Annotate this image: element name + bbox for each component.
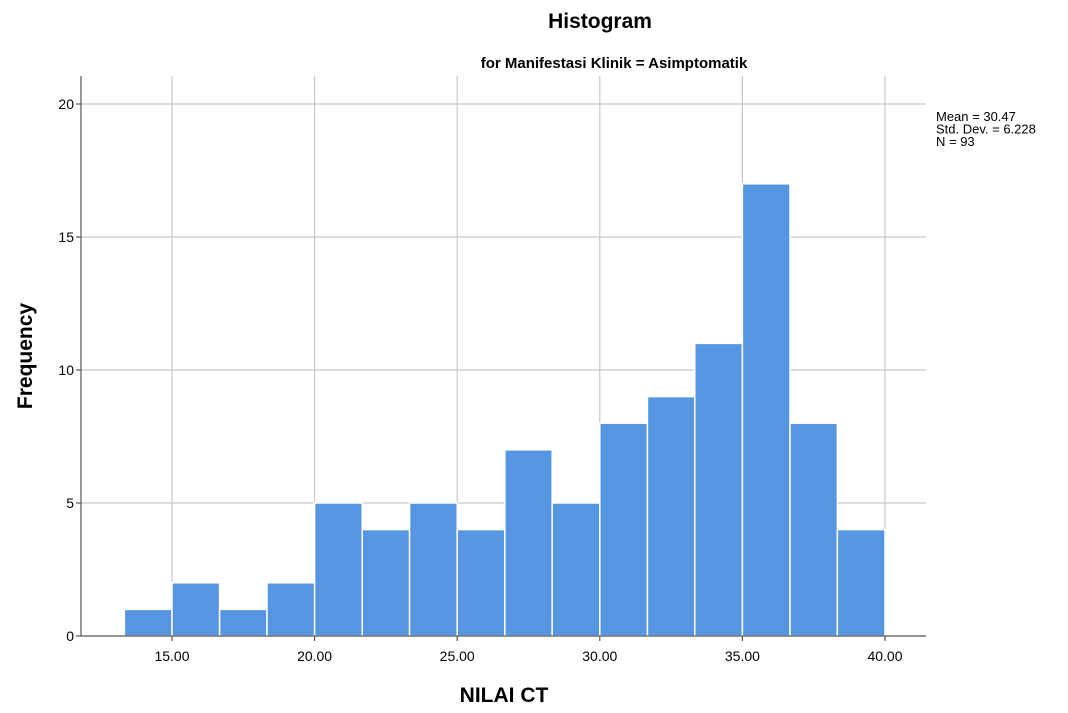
chart-subtitle: for Manifestasi Klinik = Asimptomatik: [481, 55, 748, 72]
histogram-bar: [123, 608, 173, 637]
y-tick-label: 20: [58, 96, 74, 112]
x-axis-title: NILAI CT: [460, 684, 549, 707]
histogram-bar: [741, 183, 791, 637]
stat-line: Mean = 30.47: [936, 109, 1016, 124]
x-tick-label: 15.00: [154, 648, 189, 664]
histogram-bar: [171, 582, 221, 637]
histogram-bar: [789, 422, 839, 637]
x-tick-label: 30.00: [582, 648, 617, 664]
histogram-bar: [551, 502, 601, 637]
x-tick-label: 25.00: [440, 648, 475, 664]
y-tick-label: 10: [58, 362, 74, 378]
chart-title: Histogram: [548, 10, 652, 33]
histogram-bar: [313, 502, 363, 637]
x-tick-label: 20.00: [297, 648, 332, 664]
histogram-bar: [456, 528, 506, 637]
histogram-bar: [504, 449, 553, 637]
axes: [80, 76, 926, 637]
x-tick-label: 40.00: [867, 648, 902, 664]
histogram-bar: [694, 342, 744, 637]
histogram-bar: [836, 528, 886, 637]
histogram-bar: [599, 422, 649, 637]
y-axis-title: Frequency: [14, 303, 37, 410]
histogram-bar: [266, 582, 316, 637]
histogram-bar: [361, 528, 411, 637]
stat-line: Std. Dev. = 6.228: [936, 122, 1036, 137]
histogram-bar: [408, 502, 458, 637]
stat-line: N = 93: [936, 134, 975, 149]
histogram-bars: [123, 183, 886, 637]
histogram-bar: [218, 608, 268, 637]
tick-labels: 15.00 20.00 25.00 30.00 35.00 40.00 0 5 10 15 20: [58, 96, 902, 664]
x-tick-label: 35.00: [725, 648, 760, 664]
y-tick-label: 15: [58, 229, 74, 245]
histogram-bar: [646, 395, 696, 637]
y-tick-label: 0: [66, 628, 74, 644]
y-tick-label: 5: [66, 495, 74, 511]
